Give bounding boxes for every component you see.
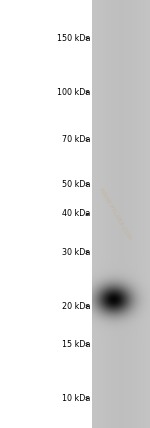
Text: 150 kDa: 150 kDa xyxy=(57,34,90,43)
Text: WWW.PTLAB3.COM: WWW.PTLAB3.COM xyxy=(98,187,132,241)
Text: 20 kDa: 20 kDa xyxy=(62,302,90,311)
Text: 100 kDa: 100 kDa xyxy=(57,88,90,97)
Text: 15 kDa: 15 kDa xyxy=(62,340,90,349)
Text: 40 kDa: 40 kDa xyxy=(62,209,90,219)
Bar xyxy=(0,0,92,428)
Text: 10 kDa: 10 kDa xyxy=(62,394,90,403)
Text: 30 kDa: 30 kDa xyxy=(62,248,90,257)
Text: 50 kDa: 50 kDa xyxy=(62,180,90,189)
Text: 70 kDa: 70 kDa xyxy=(62,135,90,144)
